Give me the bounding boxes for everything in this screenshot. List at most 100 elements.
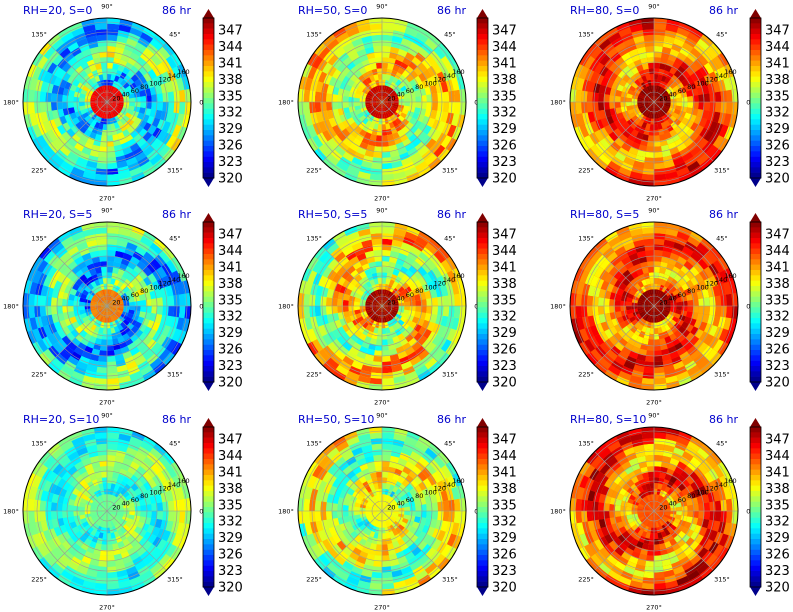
- heatmap-cell: [90, 120, 97, 127]
- heatmap-cell: [143, 72, 152, 82]
- heatmap-cell: [57, 273, 67, 284]
- heatmap-cell: [85, 500, 92, 506]
- heatmap-cell: [134, 117, 142, 125]
- heatmap-cell: [96, 80, 102, 87]
- heatmap-cell: [126, 118, 135, 126]
- heatmap-cell: [87, 79, 94, 87]
- colorbar-segment: [477, 227, 488, 233]
- heatmap-cell: [357, 521, 364, 528]
- radial-tick-label: 160: [177, 477, 189, 485]
- heatmap-cell: [365, 486, 372, 493]
- heatmap-cell: [133, 61, 143, 71]
- heatmap-cell: [723, 77, 732, 91]
- heatmap-cell: [37, 464, 49, 478]
- polar-frame: [22, 221, 192, 391]
- heatmap-cell: [634, 72, 642, 80]
- heatmap-cell: [674, 89, 681, 96]
- heatmap-cell: [603, 94, 610, 102]
- heatmap-cell: [660, 326, 667, 333]
- colorbar-tick-label: 347: [765, 228, 790, 243]
- heatmap-cell: [373, 46, 382, 53]
- heatmap-cell: [354, 502, 361, 508]
- heatmap-cell: [614, 306, 621, 313]
- heatmap-cell: [107, 306, 113, 309]
- heatmap-cell: [382, 124, 387, 131]
- colorbar-segment: [750, 227, 761, 233]
- heatmap-cell: [614, 355, 626, 366]
- heatmap-cell: [676, 301, 683, 306]
- radial-tick-label: 120: [159, 280, 171, 288]
- time-label: 86 hr: [162, 4, 191, 17]
- heatmap-cell: [663, 92, 669, 97]
- heatmap-cell: [631, 102, 638, 106]
- colorbar-frame: [749, 17, 762, 179]
- heatmap-cell: [47, 157, 61, 170]
- heatmap-cell: [99, 495, 104, 501]
- heatmap-cell: [586, 91, 594, 102]
- heatmap-cell: [382, 79, 386, 86]
- heatmap-cell: [604, 134, 615, 146]
- heatmap-cell: [47, 539, 58, 551]
- heatmap-cell: [341, 66, 351, 76]
- heatmap-cell: [659, 117, 665, 124]
- heatmap-cell: [332, 165, 347, 177]
- panel-title: RH=20, S=0: [23, 4, 92, 17]
- heatmap-cell: [382, 322, 386, 329]
- heatmap-cell: [411, 316, 420, 324]
- heatmap-cell: [93, 517, 100, 523]
- heatmap-cell: [84, 504, 91, 509]
- heatmap-cell: [404, 318, 412, 326]
- heatmap-cell: [631, 319, 639, 326]
- heatmap-cell: [387, 520, 392, 526]
- heatmap-cell: [327, 258, 339, 270]
- heatmap-cell: [594, 157, 608, 170]
- heatmap-cell: [338, 345, 350, 356]
- heatmap-cell: [648, 306, 654, 309]
- angle-tick-label: 90°: [648, 207, 660, 215]
- heatmap-cell: [442, 306, 450, 317]
- heatmap-cell: [131, 495, 139, 503]
- heatmap-cell: [657, 290, 662, 296]
- heatmap-cell: [326, 297, 333, 306]
- heatmap-cell: [32, 461, 44, 476]
- heatmap-cell: [143, 251, 155, 263]
- heatmap-cell: [165, 135, 177, 149]
- heatmap-cell: [334, 283, 343, 293]
- heatmap-cell: [326, 109, 335, 120]
- heatmap-cell: [659, 321, 665, 328]
- heatmap-cell: [156, 539, 167, 551]
- heatmap-cell: [395, 526, 402, 534]
- heatmap-cell: [664, 335, 672, 344]
- heatmap-cell: [433, 348, 446, 362]
- heatmap-cell: [714, 295, 722, 306]
- heatmap-cell: [681, 321, 689, 329]
- heatmap-cell: [617, 147, 629, 157]
- heatmap-cell: [83, 121, 91, 130]
- heatmap-cell: [382, 18, 396, 25]
- heatmap-cell: [107, 306, 113, 308]
- colorbar-segment: [750, 23, 761, 29]
- heatmap-cell: [331, 298, 338, 306]
- heatmap-cell: [107, 135, 114, 142]
- heatmap-cell: [672, 289, 679, 296]
- heatmap-cell: [94, 227, 107, 235]
- polar-frame: [22, 426, 192, 596]
- heatmap-cell: [703, 74, 713, 85]
- heatmap-cell: [698, 321, 708, 332]
- heatmap-cell: [117, 473, 125, 482]
- heatmap-cell: [671, 355, 682, 365]
- heatmap-cell: [51, 562, 65, 575]
- heatmap-cell: [102, 328, 107, 335]
- heatmap-cell: [151, 280, 161, 291]
- heatmap-cell: [62, 326, 71, 336]
- angular-gridline: [653, 246, 714, 307]
- colorbar-segment: [203, 544, 214, 550]
- heatmap-cell: [107, 157, 117, 164]
- heatmap-cell: [399, 266, 409, 275]
- heatmap-cell: [718, 66, 729, 80]
- heatmap-cell: [714, 91, 722, 102]
- heatmap-cell: [123, 121, 131, 130]
- angle-tick-label: 90°: [376, 3, 388, 11]
- heatmap-cell: [72, 321, 80, 329]
- heatmap-cell: [421, 262, 432, 274]
